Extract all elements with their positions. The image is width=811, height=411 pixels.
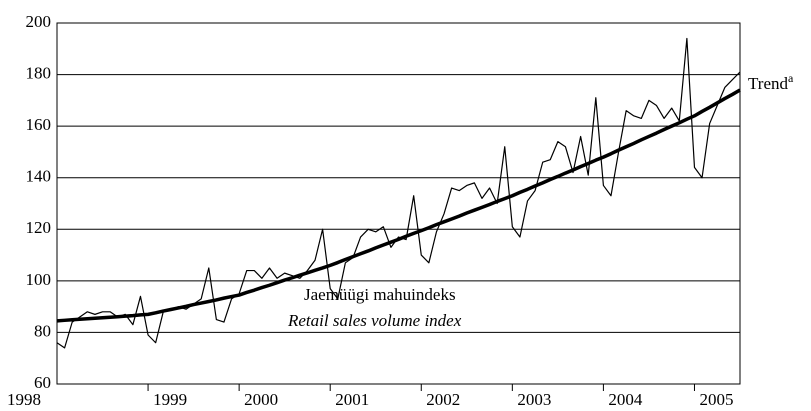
y-tick-label: 80 — [34, 321, 51, 340]
x-tick-label: 1998 — [7, 390, 41, 409]
y-tick-label: 200 — [26, 12, 52, 31]
y-tick-label: 140 — [26, 167, 52, 186]
y-tick-label: 120 — [26, 218, 52, 237]
y-tick-label: 180 — [26, 63, 52, 82]
y-tick-label: 60 — [34, 373, 51, 392]
trend-name: Trend — [748, 74, 788, 93]
y-tick-label: 160 — [26, 115, 52, 134]
trend-label: Trenda — [748, 71, 794, 93]
series-label: Jaemüügi mahuindeks — [304, 285, 456, 304]
x-tick-label: 2000 — [244, 390, 278, 409]
x-tick-label: 1999 — [153, 390, 187, 409]
x-tick-label: 2005 — [699, 390, 733, 409]
trend-line — [56, 88, 741, 323]
x-tick-label: 2004 — [608, 390, 643, 409]
x-tick-label: 2001 — [335, 390, 369, 409]
series-label-en: Retail sales volume index — [287, 311, 462, 330]
trend-note: a — [788, 71, 794, 85]
x-tick-label: 2003 — [517, 390, 551, 409]
y-tick-label: 100 — [26, 270, 52, 289]
x-tick-label: 2002 — [426, 390, 460, 409]
